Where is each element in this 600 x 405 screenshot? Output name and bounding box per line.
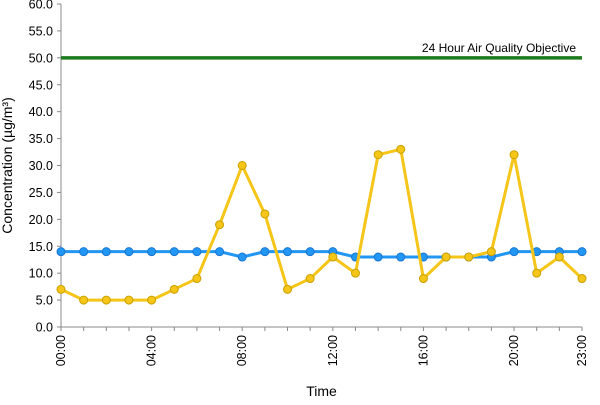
data-point [396, 144, 406, 154]
y-tick-label: 55.0 [29, 24, 53, 38]
y-tick-label: 30.0 [29, 159, 53, 173]
data-point [373, 150, 383, 160]
series-1 [56, 247, 587, 262]
y-tick-label: 60.0 [29, 0, 53, 12]
series-line [61, 250, 582, 259]
data-point [169, 284, 179, 294]
y-tick-label: 40.0 [29, 105, 53, 119]
data-point [577, 247, 587, 257]
data-point [464, 252, 474, 262]
data-point [509, 150, 519, 160]
data-point [56, 284, 66, 294]
x-tick-label: 16:00 [416, 335, 430, 366]
data-point [554, 252, 564, 262]
y-axis-ticks: 0.0 5.0 10.0 15.0 20.0 25.0 30.0 35.0 40.0 45.0 50… [29, 0, 61, 335]
data-point [147, 247, 157, 257]
y-tick-label: 5.0 [36, 294, 53, 308]
data-point [328, 252, 338, 262]
data-point [260, 209, 270, 219]
y-tick-label: 10.0 [29, 267, 53, 281]
data-point [215, 220, 225, 230]
data-point [237, 252, 247, 262]
data-point [418, 274, 428, 284]
data-point [101, 295, 111, 305]
data-point [350, 268, 360, 278]
data-point [283, 284, 293, 294]
data-point [486, 247, 496, 257]
data-point [124, 295, 134, 305]
data-point [509, 247, 519, 257]
y-tick-label: 20.0 [29, 213, 53, 227]
x-tick-label: 23:00 [575, 335, 589, 366]
reference-line-label: 24 Hour Air Quality Objective [422, 41, 576, 55]
data-point [577, 274, 587, 284]
x-tick-label: 20:00 [507, 335, 521, 366]
data-point [260, 247, 270, 257]
x-axis-ticks: 00:00 04:00 08:00 12:00 16:00 20:00 23:00 [54, 327, 589, 366]
data-point [147, 295, 157, 305]
series-group [56, 144, 587, 305]
x-tick-label: 08:00 [235, 335, 249, 366]
data-point [124, 247, 134, 257]
data-point [215, 247, 225, 257]
data-point [79, 295, 89, 305]
y-tick-label: 45.0 [29, 78, 53, 92]
data-point [283, 247, 293, 257]
y-tick-label: 15.0 [29, 240, 53, 254]
x-tick-label: 12:00 [326, 335, 340, 366]
y-axis-title: Concentration (µg/m³) [0, 97, 15, 233]
data-point [192, 274, 202, 284]
data-point [373, 252, 383, 262]
data-point [305, 274, 315, 284]
data-point [79, 247, 89, 257]
y-tick-label: 35.0 [29, 132, 53, 146]
y-tick-label: 50.0 [29, 51, 53, 65]
x-axis-title: Time [306, 383, 337, 399]
data-point [441, 252, 451, 262]
data-point [192, 247, 202, 257]
series-line [60, 147, 584, 302]
x-tick-label: 04:00 [145, 335, 159, 366]
data-point [56, 247, 66, 257]
x-tick-label: 00:00 [54, 335, 68, 366]
data-point [101, 247, 111, 257]
series-2 [56, 144, 587, 305]
data-point [169, 247, 179, 257]
y-tick-label: 0.0 [36, 321, 53, 335]
y-tick-label: 25.0 [29, 186, 53, 200]
data-point [237, 161, 247, 170]
data-point [396, 252, 406, 262]
data-point [532, 268, 542, 278]
data-point [305, 247, 315, 257]
